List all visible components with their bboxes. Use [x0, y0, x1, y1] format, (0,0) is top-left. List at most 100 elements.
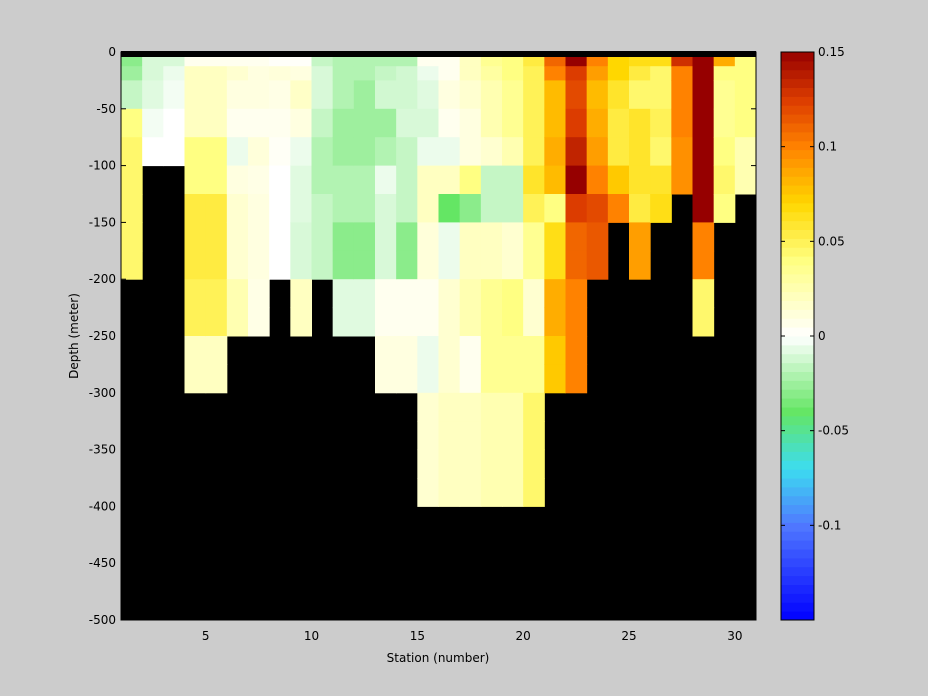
colorbar-swatch — [781, 549, 814, 559]
heatmap-cell — [502, 392, 524, 422]
heatmap-cell — [417, 250, 439, 280]
colorbar-swatch — [781, 371, 814, 381]
heatmap-cell — [565, 66, 588, 81]
heatmap-cell — [332, 137, 355, 167]
heatmap-cell — [226, 165, 249, 195]
colorbar-swatch — [781, 238, 814, 248]
heatmap-cell — [459, 194, 482, 223]
heatmap-cell — [692, 165, 715, 195]
colorbar-swatch — [781, 478, 814, 488]
heatmap-cell — [523, 137, 545, 167]
heatmap-cell — [607, 165, 630, 195]
heatmap-cell — [205, 364, 228, 394]
heatmap-cell — [417, 194, 439, 223]
heatmap-cell — [459, 279, 482, 309]
heatmap-cell — [502, 165, 524, 195]
heatmap-cell — [290, 194, 312, 223]
heatmap-cell — [480, 250, 503, 280]
colorbar-swatch — [781, 407, 814, 417]
plot-area: 5 10 15 20 25 30 0 -50 -100 -150 -200 -250 -300 -350… — [89, 45, 757, 643]
colorbar-swatch — [781, 176, 814, 186]
heatmap-cell — [502, 478, 524, 507]
heatmap-cell — [332, 80, 355, 110]
heatmap-cell — [692, 66, 715, 81]
heatmap-cell — [163, 108, 185, 138]
heatmap-cell — [523, 279, 545, 309]
heatmap-cell — [523, 421, 545, 451]
colorbar-swatch — [781, 87, 814, 97]
heatmap-cell — [565, 307, 588, 337]
heatmap-cell — [480, 392, 503, 422]
heatmap-cell — [438, 307, 461, 337]
heatmap-cell — [205, 279, 228, 309]
heatmap-cell — [205, 137, 228, 167]
heatmap-cell — [396, 222, 418, 252]
heatmap-cell — [184, 279, 207, 309]
heatmap-cell — [375, 279, 397, 309]
y-tick-label: -200 — [89, 272, 116, 286]
colorbar-swatch — [781, 265, 814, 275]
colorbar-swatch — [781, 495, 814, 506]
heatmap-cell — [396, 66, 418, 81]
colorbar-swatch — [781, 60, 814, 71]
colorbar-swatch — [781, 114, 814, 124]
heatmap-cell — [353, 108, 376, 138]
colorbar-swatch — [781, 309, 814, 319]
colorbar-tick-label: -0.05 — [818, 424, 849, 438]
heatmap-cell — [734, 66, 757, 81]
heatmap-cell — [565, 137, 588, 167]
heatmap-cell — [544, 137, 566, 167]
heatmap-cell — [523, 80, 545, 110]
heatmap-cell — [629, 194, 651, 223]
heatmap-cell — [205, 250, 228, 280]
heatmap-cell — [248, 66, 270, 81]
heatmap-cell — [375, 194, 397, 223]
heatmap-cell — [629, 250, 651, 280]
colorbar-swatch — [781, 78, 814, 88]
heatmap-cell — [438, 80, 461, 110]
heatmap-cell — [248, 222, 270, 252]
heatmap-cell — [311, 66, 334, 81]
heatmap-cell — [417, 449, 439, 479]
heatmap-cell — [692, 108, 715, 138]
heatmap-cell — [480, 307, 503, 337]
heatmap-cell — [269, 250, 291, 280]
colorbar-swatch — [781, 96, 814, 106]
heatmap-cell — [734, 80, 757, 110]
heatmap-cell — [565, 336, 588, 365]
heatmap-cell — [396, 137, 418, 167]
heatmap-cell — [502, 66, 524, 81]
heatmap-cell — [459, 165, 482, 195]
heatmap-cell — [650, 66, 672, 81]
heatmap-cell — [459, 222, 482, 252]
heatmap-cell — [142, 66, 164, 81]
heatmap-cell — [671, 66, 693, 81]
heatmap-cell — [734, 165, 757, 195]
heatmap-cell — [480, 478, 503, 507]
heatmap-cell — [226, 80, 249, 110]
colorbar-swatch — [781, 593, 814, 603]
heatmap-cell — [417, 392, 439, 422]
heatmap-cell — [248, 80, 270, 110]
heatmap-cell — [607, 66, 630, 81]
heatmap-cell — [375, 80, 397, 110]
heatmap-cell — [290, 250, 312, 280]
heatmap-cell — [586, 108, 609, 138]
heatmap-cell — [438, 421, 461, 451]
heatmap-cell — [438, 165, 461, 195]
heatmap-cell — [480, 165, 503, 195]
plot-frame — [120, 51, 757, 621]
heatmap-cell — [544, 194, 566, 223]
heatmap-cell — [438, 108, 461, 138]
heatmap-cell — [205, 108, 228, 138]
heatmap-cell — [671, 165, 693, 195]
heatmap-cell — [142, 108, 164, 138]
colorbar-swatch — [781, 433, 814, 443]
heatmap-cell — [205, 66, 228, 81]
heatmap-cell — [565, 194, 588, 223]
heatmap-cell — [544, 165, 566, 195]
heatmap-cell — [121, 194, 143, 223]
heatmap-cell — [184, 80, 207, 110]
heatmap-cell — [565, 108, 588, 138]
